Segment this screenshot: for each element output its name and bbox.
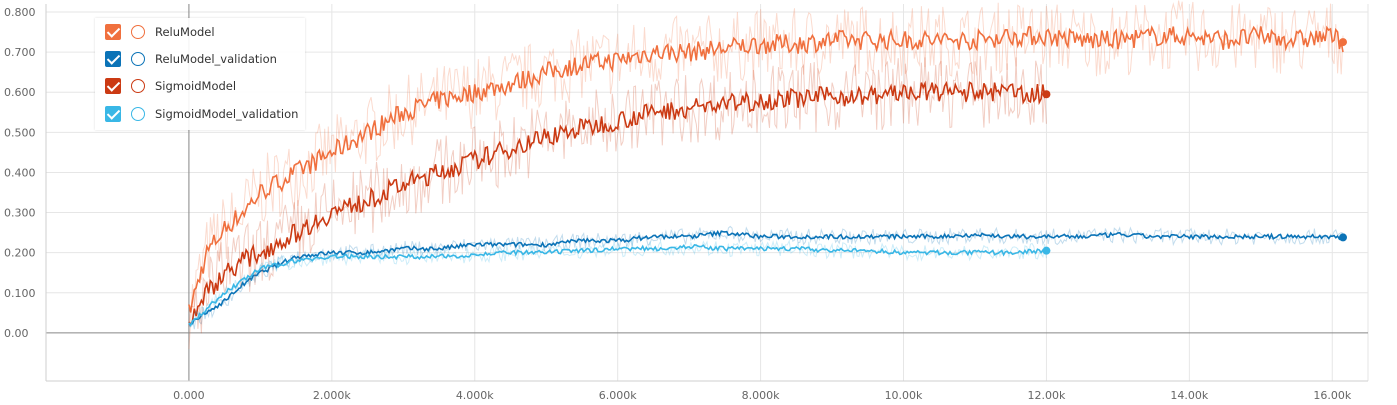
x-tick-label: 12.00k: [1027, 389, 1065, 402]
y-tick-label: 0.500: [4, 126, 36, 139]
chart-axes: [45, 4, 1368, 382]
legend: ReluModel ReluModel_validation SigmoidMo…: [95, 18, 305, 130]
circle-icon: [131, 79, 145, 93]
y-tick-label: 0.100: [4, 287, 36, 300]
legend-label: ReluModel: [155, 25, 215, 39]
legend-item-relu-validation[interactable]: ReluModel_validation: [105, 49, 277, 69]
series-end-point: [1338, 233, 1347, 242]
x-tick-label: 10.00k: [885, 389, 923, 402]
circle-icon: [131, 52, 145, 66]
y-tick-label: 0.00: [4, 327, 29, 340]
legend-item-relu[interactable]: ReluModel: [105, 22, 215, 42]
x-tick-label: 2.000k: [313, 389, 351, 402]
y-tick-label: 0.600: [4, 86, 36, 99]
series-line: [188, 229, 1344, 326]
x-tick-label: 8.000k: [742, 389, 780, 402]
checkbox-checked-icon[interactable]: [105, 51, 121, 67]
circle-icon: [131, 107, 145, 121]
series-layer: [188, 0, 1347, 349]
series-line: [188, 25, 1344, 313]
y-tick-label: 0.200: [4, 247, 36, 260]
tick-labels: 0.00 0.100 0.200 0.300 0.400 0.500 0.600 0.700 0…: [4, 6, 1352, 402]
x-tick-label: 14.00k: [1170, 389, 1208, 402]
x-tick-label: 0.000: [173, 389, 205, 402]
circle-icon: [131, 25, 145, 39]
x-tick-label: 4.000k: [456, 389, 494, 402]
series-line: [188, 244, 1048, 328]
y-tick-label: 0.400: [4, 166, 36, 179]
legend-label: SigmoidModel_validation: [155, 107, 299, 121]
checkbox-checked-icon[interactable]: [105, 106, 121, 122]
x-tick-label: 6.000k: [599, 389, 637, 402]
series-raw-line: [188, 225, 1344, 330]
y-tick-label: 0.300: [4, 207, 36, 220]
legend-item-sigmoid[interactable]: SigmoidModel: [105, 76, 236, 96]
series-end-point: [1042, 246, 1051, 255]
y-tick-label: 0.800: [4, 6, 36, 19]
series-raw-line: [188, 56, 1047, 334]
checkbox-checked-icon[interactable]: [105, 78, 121, 94]
legend-item-sigmoid-validation[interactable]: SigmoidModel_validation: [105, 104, 298, 124]
series-end-point: [1338, 38, 1347, 47]
series-line: [188, 80, 1047, 327]
y-tick-label: 0.700: [4, 46, 36, 59]
series-end-point: [1042, 90, 1051, 99]
legend-label: ReluModel_validation: [155, 52, 277, 66]
checkbox-checked-icon[interactable]: [105, 24, 121, 40]
x-tick-label: 16.00k: [1313, 389, 1351, 402]
legend-label: SigmoidModel: [155, 79, 237, 93]
